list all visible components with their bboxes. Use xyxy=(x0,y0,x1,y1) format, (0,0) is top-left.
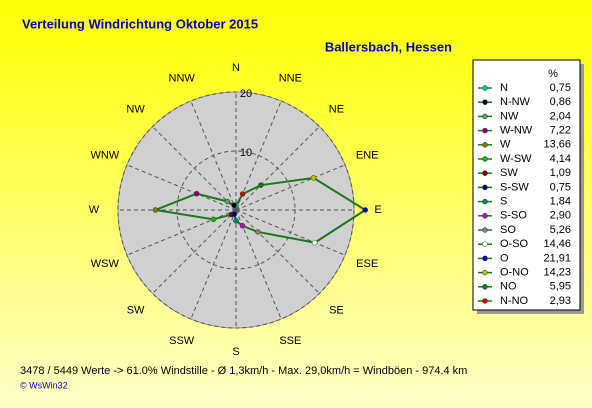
legend-marker xyxy=(482,284,488,290)
chart-title: Verteilung Windrichtung Oktober 2015 xyxy=(22,16,258,31)
legend-marker xyxy=(482,184,488,191)
grid-circle xyxy=(117,91,355,329)
legend-name: NO xyxy=(500,281,517,293)
legend-marker xyxy=(482,241,488,247)
footer: 3478 / 5449 Werte -> 61.0% Windstille - … xyxy=(20,365,467,377)
axis-label: SSW xyxy=(169,335,195,347)
legend-name: W xyxy=(500,139,511,151)
legend-marker xyxy=(482,213,488,219)
legend-name: S-SW xyxy=(500,181,529,193)
legend-marker xyxy=(482,227,488,233)
legend-name: N-NW xyxy=(500,96,531,108)
axis-label: NNW xyxy=(169,73,196,85)
point xyxy=(312,239,318,246)
point xyxy=(152,207,159,213)
legend-marker xyxy=(482,85,488,91)
point xyxy=(310,175,317,181)
legend-name: O-SO xyxy=(500,238,529,250)
legend-name: NW xyxy=(500,110,519,122)
legend-value: 5,95 xyxy=(550,281,571,293)
legend-marker xyxy=(482,156,488,162)
axis-label: E xyxy=(374,204,381,216)
axis-label: W xyxy=(89,204,100,216)
legend-value: 0,75 xyxy=(550,82,571,94)
legend-marker xyxy=(482,255,488,262)
legend-value: 1,84 xyxy=(550,196,571,208)
point xyxy=(210,216,217,223)
point xyxy=(258,182,264,188)
r-tick-label: 20 xyxy=(240,88,252,100)
legend-marker xyxy=(482,99,488,105)
point xyxy=(224,198,231,205)
legend-value: 0,75 xyxy=(550,181,571,193)
legend-value: 5,26 xyxy=(550,224,571,236)
legend-marker xyxy=(482,198,488,205)
axis-label: S xyxy=(232,346,239,358)
axis-label: ENE xyxy=(356,150,379,162)
point xyxy=(362,207,369,213)
axis-label: WNW xyxy=(90,150,119,162)
legend-marker xyxy=(482,269,488,276)
spoke xyxy=(235,100,282,211)
axis-label: SW xyxy=(127,304,145,316)
legend-name: O-NO xyxy=(500,267,529,279)
legend-header: % xyxy=(548,68,558,80)
legend-marker xyxy=(482,113,488,120)
axis-label: SE xyxy=(329,304,344,316)
point xyxy=(193,190,200,197)
legend-value: 2,90 xyxy=(550,210,571,222)
point xyxy=(233,218,239,224)
legend-name: W-SW xyxy=(500,153,532,165)
legend-marker xyxy=(482,142,488,148)
legend-marker xyxy=(482,170,488,176)
axis-label: ESE xyxy=(356,258,378,270)
spoke xyxy=(126,164,237,211)
point xyxy=(239,191,246,197)
legend-name: S xyxy=(500,196,507,208)
legend-value: 0,86 xyxy=(550,96,571,108)
axis-label: SSE xyxy=(279,335,301,347)
axis-label: NW xyxy=(126,103,145,115)
point xyxy=(239,223,246,229)
point xyxy=(255,229,261,235)
chart-subtitle: Ballersbach, Hessen xyxy=(325,39,452,54)
legend-value: 14,46 xyxy=(543,238,571,250)
legend-name: W-NW xyxy=(500,125,533,137)
legend-value: 2,93 xyxy=(550,295,571,307)
spoke xyxy=(235,209,320,294)
r-tick-label: 10 xyxy=(240,147,252,159)
credit: © WsWin32 xyxy=(20,380,68,390)
legend-value: 21,91 xyxy=(543,252,571,264)
legend-name: N xyxy=(500,82,508,94)
axis-label: WSW xyxy=(91,258,120,270)
grid-circle xyxy=(176,150,296,270)
legend-name: O xyxy=(500,252,509,264)
legend-name: N-NO xyxy=(500,295,529,307)
point xyxy=(231,202,237,209)
legend-value: 2,04 xyxy=(550,110,571,122)
spoke xyxy=(235,209,282,320)
legend-marker xyxy=(482,298,488,304)
legend-value: 14,23 xyxy=(543,267,571,279)
legend-value: 1,09 xyxy=(550,167,571,179)
legend-value: 7,22 xyxy=(550,125,571,137)
legend-name: SW xyxy=(500,167,518,179)
axis-label: NNE xyxy=(279,73,302,85)
legend-name: SO xyxy=(500,224,516,236)
legend-name: S-SO xyxy=(500,210,527,222)
legend-marker xyxy=(482,127,488,134)
axis-label: N xyxy=(232,62,240,74)
axis-label: NE xyxy=(329,103,344,115)
spoke xyxy=(152,209,237,294)
legend-value: 13,66 xyxy=(543,139,571,151)
point xyxy=(231,211,238,217)
legend-value: 4,14 xyxy=(550,153,571,165)
